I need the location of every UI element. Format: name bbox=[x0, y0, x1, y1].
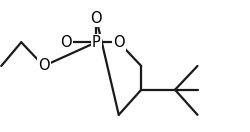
Text: P: P bbox=[92, 35, 100, 50]
Text: O: O bbox=[38, 58, 50, 74]
Text: O: O bbox=[90, 11, 102, 26]
Text: O: O bbox=[60, 35, 72, 50]
Text: O: O bbox=[113, 35, 124, 50]
